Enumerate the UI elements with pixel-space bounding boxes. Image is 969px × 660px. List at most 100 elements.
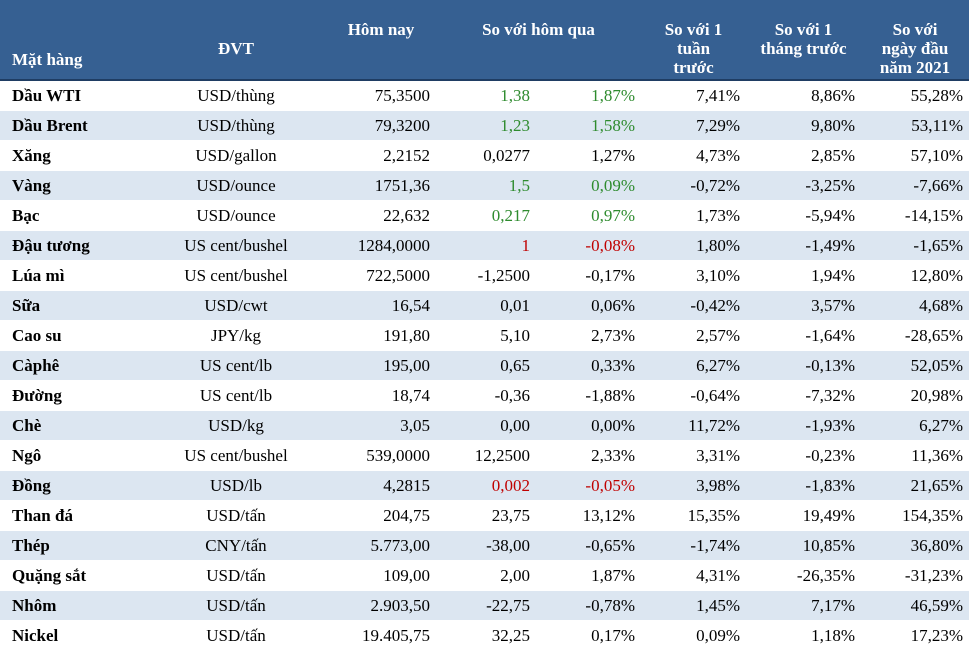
row-name: Sữa — [0, 290, 146, 321]
row-vs-week: 15,35% — [641, 500, 746, 531]
row-name: Ngô — [0, 440, 146, 471]
table-row: Sữa USD/cwt 16,54 0,01 0,06% -0,42% 3,57% 4,68% — [0, 290, 969, 321]
header-vs-week: So với 1 tuần trước — [641, 0, 746, 81]
table-row: Ngô US cent/bushel 539,0000 12,2500 2,33% 3,3… — [0, 440, 969, 471]
row-vs-month: -0,23% — [746, 440, 861, 471]
row-unit: CNY/tấn — [146, 530, 326, 561]
row-name: Đồng — [0, 470, 146, 501]
row-vs-month: 8,86% — [746, 80, 861, 111]
row-vs-year: 46,59% — [861, 590, 969, 621]
row-today: 5.773,00 — [326, 530, 436, 561]
row-name: Bạc — [0, 200, 146, 231]
row-unit: USD/ounce — [146, 170, 326, 201]
row-unit: USD/cwt — [146, 290, 326, 321]
row-vs-week: 7,29% — [641, 110, 746, 141]
row-unit: USD/kg — [146, 410, 326, 441]
row-vs-week: -0,64% — [641, 380, 746, 411]
row-name: Dầu Brent — [0, 110, 146, 141]
row-unit: USD/tấn — [146, 590, 326, 621]
row-change: 1 — [436, 230, 536, 261]
row-today: 204,75 — [326, 500, 436, 531]
row-today: 18,74 — [326, 380, 436, 411]
row-name: Vàng — [0, 170, 146, 201]
table-row: Cao su JPY/kg 191,80 5,10 2,73% 2,57% -1,64% -2… — [0, 320, 969, 351]
row-change-pct: -0,17% — [536, 260, 641, 291]
row-vs-month: 1,94% — [746, 260, 861, 291]
table-row: Dầu WTI USD/thùng 75,3500 1,38 1,87% 7,41% 8,8… — [0, 80, 969, 111]
row-vs-week: -1,74% — [641, 530, 746, 561]
row-change-pct: 2,73% — [536, 320, 641, 351]
row-name: Lúa mì — [0, 260, 146, 291]
row-unit: JPY/kg — [146, 320, 326, 351]
row-vs-year: 11,36% — [861, 440, 969, 471]
row-vs-week: 4,73% — [641, 140, 746, 171]
row-vs-year: 6,27% — [861, 410, 969, 441]
row-name: Xăng — [0, 140, 146, 171]
row-name: Nhôm — [0, 590, 146, 621]
row-name: Nickel — [0, 620, 146, 651]
row-vs-month: 9,80% — [746, 110, 861, 141]
table-row: Xăng USD/gallon 2,2152 0,0277 1,27% 4,73% 2,85… — [0, 140, 969, 171]
row-change-pct: -0,78% — [536, 590, 641, 621]
row-name: Càphê — [0, 350, 146, 381]
row-vs-year: 12,80% — [861, 260, 969, 291]
row-vs-month: -1,93% — [746, 410, 861, 441]
row-vs-week: 4,31% — [641, 560, 746, 591]
header-vs-year: So với ngày đầu năm 2021 — [861, 0, 969, 81]
row-change-pct: 1,87% — [536, 560, 641, 591]
row-change-pct: 0,00% — [536, 410, 641, 441]
row-vs-week: 1,80% — [641, 230, 746, 261]
row-vs-year: 17,23% — [861, 620, 969, 651]
row-vs-week: -0,42% — [641, 290, 746, 321]
row-change: 12,2500 — [436, 440, 536, 471]
row-change-pct: -0,08% — [536, 230, 641, 261]
row-vs-month: -1,64% — [746, 320, 861, 351]
row-vs-week: -0,72% — [641, 170, 746, 201]
row-vs-month: 19,49% — [746, 500, 861, 531]
row-vs-month: -7,32% — [746, 380, 861, 411]
table-row: Thép CNY/tấn 5.773,00 -38,00 -0,65% -1,74% 10,… — [0, 530, 969, 561]
row-today: 195,00 — [326, 350, 436, 381]
row-change: 0,01 — [436, 290, 536, 321]
table-row: Bạc USD/ounce 22,632 0,217 0,97% 1,73% -5,94% -… — [0, 200, 969, 231]
row-today: 75,3500 — [326, 80, 436, 111]
row-change-pct: 1,58% — [536, 110, 641, 141]
row-change: 23,75 — [436, 500, 536, 531]
row-change: 1,38 — [436, 80, 536, 111]
row-change: -1,2500 — [436, 260, 536, 291]
row-unit: USD/thùng — [146, 110, 326, 141]
row-change: 1,23 — [436, 110, 536, 141]
row-vs-month: -26,35% — [746, 560, 861, 591]
row-change: -0,36 — [436, 380, 536, 411]
row-vs-year: -28,65% — [861, 320, 969, 351]
table-row: Càphê US cent/lb 195,00 0,65 0,33% 6,27% -0,13… — [0, 350, 969, 381]
row-change: -22,75 — [436, 590, 536, 621]
row-vs-week: 1,45% — [641, 590, 746, 621]
row-vs-year: 57,10% — [861, 140, 969, 171]
row-change-pct: -1,88% — [536, 380, 641, 411]
row-vs-week: 1,73% — [641, 200, 746, 231]
row-name: Dầu WTI — [0, 80, 146, 111]
row-change-pct: 13,12% — [536, 500, 641, 531]
table-row: Nickel USD/tấn 19.405,75 32,25 0,17% 0,09% 1,1… — [0, 620, 969, 651]
row-change-pct: 0,17% — [536, 620, 641, 651]
row-unit: US cent/lb — [146, 350, 326, 381]
row-unit: USD/tấn — [146, 620, 326, 651]
row-vs-month: -3,25% — [746, 170, 861, 201]
row-vs-year: 36,80% — [861, 530, 969, 561]
row-change: -38,00 — [436, 530, 536, 561]
table-row: Than đá USD/tấn 204,75 23,75 13,12% 15,35% 19,… — [0, 500, 969, 531]
row-change-pct: 1,27% — [536, 140, 641, 171]
table-row: Quặng sắt USD/tấn 109,00 2,00 1,87% 4,31% -26,… — [0, 560, 969, 591]
row-change-pct: -0,05% — [536, 470, 641, 501]
row-unit: US cent/bushel — [146, 230, 326, 261]
row-unit: USD/thùng — [146, 80, 326, 111]
row-vs-month: -1,49% — [746, 230, 861, 261]
row-change: 0,0277 — [436, 140, 536, 171]
row-vs-month: -5,94% — [746, 200, 861, 231]
row-vs-month: -1,83% — [746, 470, 861, 501]
row-name: Cao su — [0, 320, 146, 351]
table-row: Dầu Brent USD/thùng 79,3200 1,23 1,58% 7,29% 9… — [0, 110, 969, 141]
row-unit: USD/tấn — [146, 560, 326, 591]
